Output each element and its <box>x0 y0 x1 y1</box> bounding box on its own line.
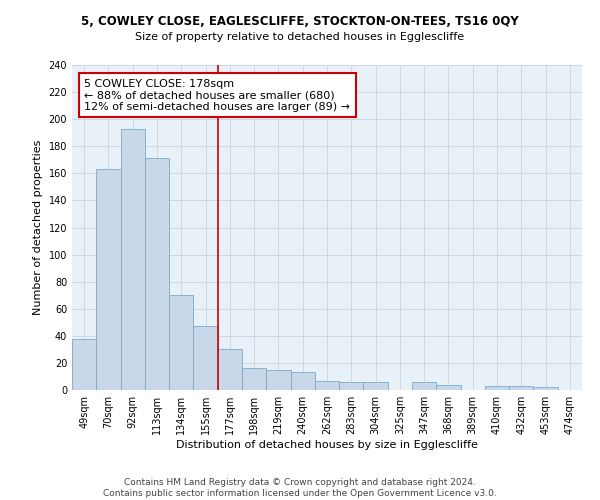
X-axis label: Distribution of detached houses by size in Egglescliffe: Distribution of detached houses by size … <box>176 440 478 450</box>
Bar <box>290 372 315 390</box>
Bar <box>509 386 533 390</box>
Bar <box>96 170 121 390</box>
Bar <box>218 350 242 390</box>
Text: Contains HM Land Registry data © Crown copyright and database right 2024.
Contai: Contains HM Land Registry data © Crown c… <box>103 478 497 498</box>
Bar <box>121 128 145 390</box>
Bar <box>339 382 364 390</box>
Bar <box>169 295 193 390</box>
Bar <box>266 370 290 390</box>
Bar <box>193 326 218 390</box>
Bar <box>412 382 436 390</box>
Bar <box>364 382 388 390</box>
Text: Size of property relative to detached houses in Egglescliffe: Size of property relative to detached ho… <box>136 32 464 42</box>
Bar <box>533 388 558 390</box>
Bar <box>436 384 461 390</box>
Bar <box>72 338 96 390</box>
Bar <box>242 368 266 390</box>
Text: 5 COWLEY CLOSE: 178sqm
← 88% of detached houses are smaller (680)
12% of semi-de: 5 COWLEY CLOSE: 178sqm ← 88% of detached… <box>84 78 350 112</box>
Bar <box>315 380 339 390</box>
Bar <box>145 158 169 390</box>
Y-axis label: Number of detached properties: Number of detached properties <box>33 140 43 315</box>
Text: 5, COWLEY CLOSE, EAGLESCLIFFE, STOCKTON-ON-TEES, TS16 0QY: 5, COWLEY CLOSE, EAGLESCLIFFE, STOCKTON-… <box>81 15 519 28</box>
Bar <box>485 386 509 390</box>
